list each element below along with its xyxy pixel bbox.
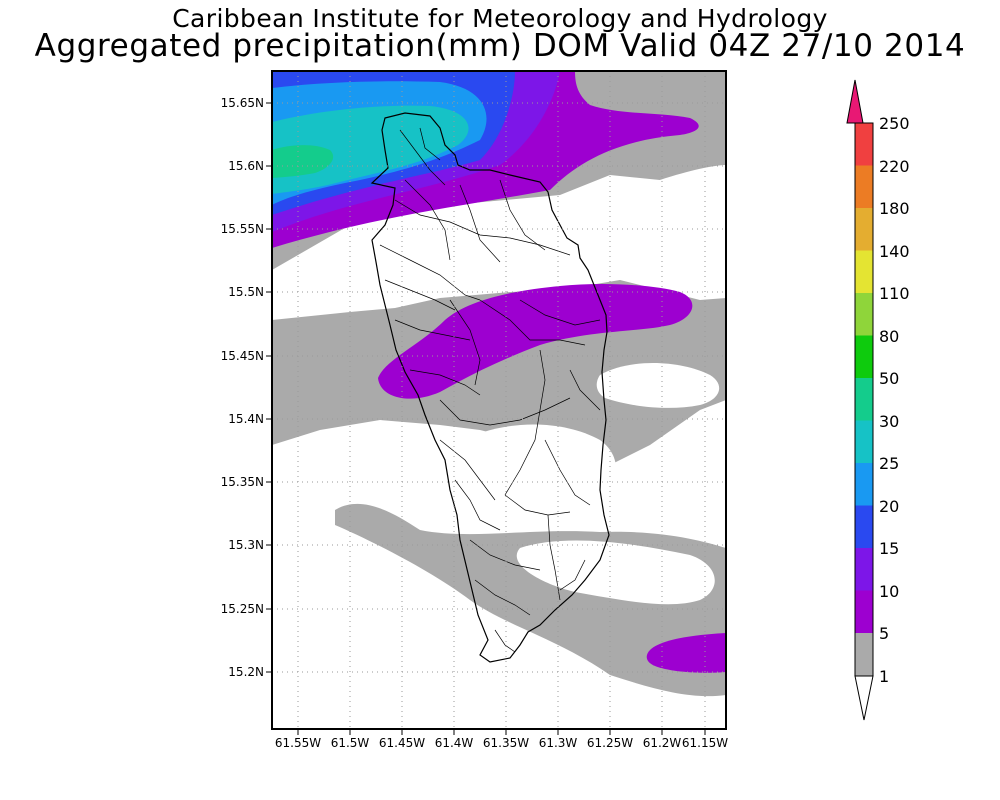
map-title-institute: Caribbean Institute for Meteorology and … bbox=[172, 4, 828, 33]
colorbar-level-label: 80 bbox=[879, 327, 899, 346]
colorbar-level-label: 180 bbox=[879, 199, 910, 218]
lon-tick-marks bbox=[297, 729, 706, 735]
colorbar-level-label: 1 bbox=[879, 667, 889, 686]
lat-tick-marks bbox=[266, 102, 272, 673]
colorbar-level-label: 30 bbox=[879, 412, 899, 431]
colorbar-level-label: 110 bbox=[879, 284, 910, 303]
lat-label: 15.2N bbox=[228, 665, 264, 679]
colorbar-swatch bbox=[855, 505, 873, 548]
lon-label: 61.25W bbox=[587, 736, 633, 750]
colorbar-top-arrow bbox=[846, 79, 864, 124]
colorbar-swatch bbox=[855, 420, 873, 463]
lat-label: 15.5N bbox=[228, 285, 264, 299]
colorbar-bottom-arrow bbox=[854, 675, 874, 721]
precipitation-field bbox=[272, 71, 726, 729]
lon-label: 61.15W bbox=[682, 736, 728, 750]
colorbar-swatch bbox=[855, 590, 873, 633]
colorbar-swatch bbox=[855, 208, 873, 251]
colorbar-swatch bbox=[855, 165, 873, 208]
colorbar-level-label: 140 bbox=[879, 242, 910, 261]
precipitation-colorbar: 250 220 180 140 110 80 50 30 25 20 15 10… bbox=[846, 79, 910, 721]
colorbar-swatch bbox=[855, 548, 873, 591]
lat-label: 15.3N bbox=[228, 538, 264, 552]
field-30-50mm bbox=[272, 145, 334, 178]
lat-label: 15.6N bbox=[228, 159, 264, 173]
lat-label: 15.65N bbox=[221, 96, 264, 110]
lat-label: 15.4N bbox=[228, 412, 264, 426]
colorbar-swatch bbox=[855, 293, 873, 336]
lon-label: 61.45W bbox=[379, 736, 425, 750]
lon-label: 61.2W bbox=[643, 736, 682, 750]
colorbar-level-label: 25 bbox=[879, 454, 899, 473]
map-title-product: Aggregated precipitation(mm) DOM Valid 0… bbox=[34, 28, 966, 64]
colorbar-swatch bbox=[855, 335, 873, 378]
lat-label: 15.55N bbox=[221, 222, 264, 236]
field-25-30mm bbox=[272, 105, 469, 194]
colorbar-swatch bbox=[855, 123, 873, 166]
lon-label: 61.4W bbox=[435, 736, 474, 750]
island-coastline bbox=[370, 112, 610, 663]
colorbar-swatch bbox=[855, 463, 873, 506]
colorbar-level-label: 50 bbox=[879, 369, 899, 388]
colorbar-level-label: 10 bbox=[879, 582, 899, 601]
lon-label: 61.5W bbox=[331, 736, 370, 750]
lon-label: 61.3W bbox=[539, 736, 578, 750]
lat-tick-labels: 15.65N 15.6N 15.55N 15.5N 15.45N 15.4N 1… bbox=[221, 96, 264, 679]
colorbar-swatch bbox=[855, 633, 873, 676]
lon-label: 61.35W bbox=[483, 736, 529, 750]
lat-label: 15.25N bbox=[221, 602, 264, 616]
colorbar-level-label: 250 bbox=[879, 114, 910, 133]
lat-label: 15.35N bbox=[221, 475, 264, 489]
lon-label: 61.55W bbox=[275, 736, 321, 750]
colorbar-swatch bbox=[855, 378, 873, 421]
colorbar-level-label: 15 bbox=[879, 539, 899, 558]
colorbar-level-label: 20 bbox=[879, 497, 899, 516]
colorbar-level-label: 220 bbox=[879, 157, 910, 176]
colorbar-swatch bbox=[855, 250, 873, 293]
colorbar-level-label: 5 bbox=[879, 624, 889, 643]
lat-label: 15.45N bbox=[221, 349, 264, 363]
map-frame bbox=[271, 70, 727, 730]
map-gridlines bbox=[272, 71, 726, 729]
island-drainage-lines bbox=[379, 127, 601, 653]
lon-tick-labels: 61.55W 61.5W 61.45W 61.4W 61.35W 61.3W 6… bbox=[275, 736, 728, 750]
